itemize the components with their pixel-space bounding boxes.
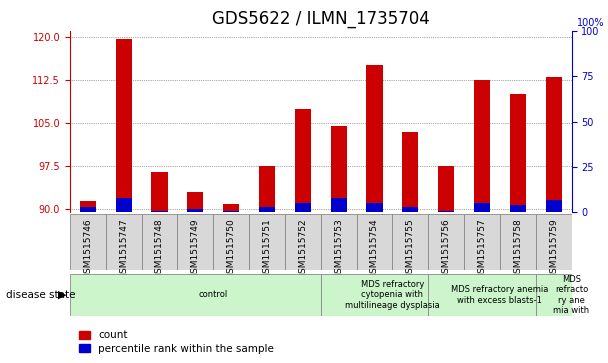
Text: GSM1515759: GSM1515759	[549, 219, 558, 280]
FancyBboxPatch shape	[142, 214, 178, 270]
Text: control: control	[199, 290, 228, 299]
Text: GSM1515756: GSM1515756	[441, 219, 451, 280]
Bar	[259, 207, 275, 212]
Bar	[510, 94, 526, 212]
FancyBboxPatch shape	[500, 214, 536, 270]
FancyBboxPatch shape	[321, 274, 428, 316]
Text: GSM1515750: GSM1515750	[227, 219, 236, 280]
Bar	[187, 209, 204, 212]
FancyBboxPatch shape	[356, 214, 392, 270]
Text: GSM1515748: GSM1515748	[155, 219, 164, 279]
FancyBboxPatch shape	[321, 214, 356, 270]
Bar	[545, 200, 562, 212]
Bar	[367, 203, 382, 212]
FancyBboxPatch shape	[178, 214, 213, 270]
Bar	[474, 203, 490, 212]
Text: MDS refractory
cytopenia with
multilineage dysplasia: MDS refractory cytopenia with multilinea…	[345, 280, 440, 310]
Text: GSM1515747: GSM1515747	[119, 219, 128, 279]
Bar	[438, 211, 454, 212]
Bar	[116, 198, 132, 212]
Text: MDS
refracto
ry ane
mia with: MDS refracto ry ane mia with	[553, 275, 590, 315]
Bar	[367, 65, 382, 212]
FancyBboxPatch shape	[464, 214, 500, 270]
Text: GSM1515746: GSM1515746	[83, 219, 92, 279]
FancyBboxPatch shape	[213, 214, 249, 270]
Bar	[438, 166, 454, 212]
Text: GSM1515757: GSM1515757	[477, 219, 486, 280]
Bar	[80, 207, 96, 212]
Text: GSM1515753: GSM1515753	[334, 219, 343, 280]
Text: GSM1515749: GSM1515749	[191, 219, 200, 279]
FancyBboxPatch shape	[428, 214, 464, 270]
Bar	[116, 40, 132, 212]
FancyBboxPatch shape	[536, 214, 572, 270]
Text: ▶: ▶	[58, 290, 67, 300]
Bar	[223, 211, 239, 212]
Bar	[402, 132, 418, 212]
Text: GSM1515751: GSM1515751	[263, 219, 272, 280]
Bar	[259, 166, 275, 212]
FancyBboxPatch shape	[285, 214, 321, 270]
Text: disease state: disease state	[6, 290, 75, 300]
FancyBboxPatch shape	[106, 214, 142, 270]
FancyBboxPatch shape	[70, 274, 321, 316]
Bar	[151, 211, 168, 212]
Bar	[402, 207, 418, 212]
Bar	[331, 126, 347, 212]
Bar	[80, 201, 96, 212]
Bar	[151, 172, 168, 212]
Text: GSM1515758: GSM1515758	[513, 219, 522, 280]
FancyBboxPatch shape	[536, 274, 572, 316]
Bar	[295, 109, 311, 212]
Bar	[295, 203, 311, 212]
Text: MDS refractory anemia
with excess blasts-1: MDS refractory anemia with excess blasts…	[451, 285, 548, 305]
Bar	[545, 77, 562, 212]
FancyBboxPatch shape	[249, 214, 285, 270]
Text: GSM1515755: GSM1515755	[406, 219, 415, 280]
Bar	[223, 204, 239, 212]
Text: GSM1515754: GSM1515754	[370, 219, 379, 279]
Bar	[331, 198, 347, 212]
Text: 100%: 100%	[577, 18, 604, 28]
Bar	[510, 205, 526, 212]
FancyBboxPatch shape	[428, 274, 536, 316]
FancyBboxPatch shape	[70, 214, 106, 270]
Bar	[474, 80, 490, 212]
Legend: count, percentile rank within the sample: count, percentile rank within the sample	[75, 326, 278, 358]
Bar	[187, 192, 204, 212]
Text: GSM1515752: GSM1515752	[299, 219, 307, 279]
Title: GDS5622 / ILMN_1735704: GDS5622 / ILMN_1735704	[212, 10, 430, 28]
FancyBboxPatch shape	[392, 214, 428, 270]
